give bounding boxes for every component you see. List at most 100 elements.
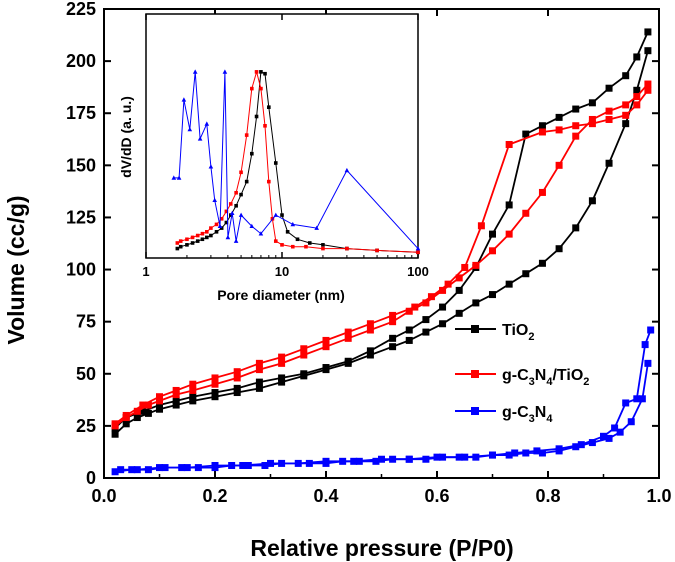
data-point xyxy=(616,428,624,436)
data-point xyxy=(255,359,263,367)
data-point xyxy=(211,374,219,382)
data-point xyxy=(555,126,563,134)
data-point xyxy=(622,101,630,109)
data-point xyxy=(433,453,441,461)
main-y-axis-title: Volume (cc/g) xyxy=(3,195,29,344)
inset-data-point xyxy=(219,226,224,230)
inset-plot: 1 10 100 xyxy=(142,13,429,279)
inset-data-point xyxy=(181,97,187,102)
data-point xyxy=(588,99,596,107)
data-point xyxy=(533,447,541,455)
data-point xyxy=(622,111,630,119)
data-point xyxy=(233,389,241,397)
data-point xyxy=(455,274,463,282)
inset-data-point xyxy=(205,230,209,234)
inset-data-point xyxy=(178,244,183,249)
data-point xyxy=(122,420,130,428)
data-point xyxy=(644,47,652,55)
data-point xyxy=(477,222,485,230)
data-point xyxy=(644,359,652,367)
data-point xyxy=(322,457,330,465)
main-plot: 0.0 0.2 0.4 0.6 0.8 1.0 0 25 50 75 100 125 150 175 200… xyxy=(66,0,672,506)
data-point xyxy=(322,343,330,351)
data-point xyxy=(211,389,219,397)
data-point xyxy=(267,459,274,467)
inset-data-point xyxy=(234,203,238,208)
data-point xyxy=(389,311,397,319)
inset-data-point xyxy=(205,235,209,240)
main-x-tick-label: 1.0 xyxy=(646,486,671,506)
data-point xyxy=(588,115,596,123)
inset-data-point xyxy=(239,192,243,197)
data-point xyxy=(472,261,480,269)
data-point xyxy=(605,107,613,115)
inset-data-point xyxy=(345,246,349,251)
data-point xyxy=(605,115,613,123)
main-y-tick-label: 175 xyxy=(66,103,96,123)
inset-data-point xyxy=(258,231,264,236)
data-point xyxy=(461,263,469,271)
inset-data-point xyxy=(307,241,312,245)
data-point xyxy=(133,466,141,474)
data-point xyxy=(350,457,358,465)
data-point xyxy=(538,128,546,136)
data-point xyxy=(638,395,646,403)
main-x-tick-label: 0.4 xyxy=(313,486,338,506)
data-point xyxy=(255,366,263,374)
inset-data-point xyxy=(273,161,278,165)
inset-data-point xyxy=(259,70,263,74)
data-point xyxy=(389,334,397,342)
data-point xyxy=(427,293,435,301)
inset-data-point xyxy=(222,69,228,74)
data-point xyxy=(111,430,119,438)
data-point xyxy=(405,336,413,344)
data-point xyxy=(294,459,302,467)
data-point xyxy=(139,407,147,415)
data-point xyxy=(555,161,563,169)
data-point xyxy=(555,445,563,453)
inset-data-point xyxy=(263,71,267,76)
data-point xyxy=(255,378,263,386)
inset-data-point xyxy=(244,179,249,184)
main-y-tick-label: 50 xyxy=(76,364,96,384)
data-point xyxy=(489,230,496,238)
inset-data-point xyxy=(178,239,183,243)
inset-data-point xyxy=(238,212,244,217)
data-point xyxy=(278,359,286,367)
data-point xyxy=(439,286,447,294)
inset-data-point xyxy=(321,246,325,251)
legend-label: g-C3N4/TiO2 xyxy=(502,367,589,388)
main-y-tick-label: 225 xyxy=(66,0,96,19)
data-point xyxy=(422,455,430,463)
inset-data-point xyxy=(209,233,213,238)
main-x-tick-label: 0.8 xyxy=(535,486,560,506)
data-point xyxy=(511,449,519,457)
data-point xyxy=(644,86,652,94)
data-point xyxy=(278,378,286,386)
data-point xyxy=(538,122,546,130)
inset-data-point xyxy=(250,86,254,91)
data-point xyxy=(144,466,152,474)
data-point xyxy=(172,401,180,409)
data-point xyxy=(144,401,152,409)
data-point xyxy=(505,230,513,238)
inset-data-point xyxy=(225,234,231,240)
inset-x-tick-label: 100 xyxy=(407,264,429,279)
data-point xyxy=(261,461,269,469)
inset-data-point xyxy=(209,226,213,230)
data-point xyxy=(472,299,480,307)
inset-data-point xyxy=(214,222,219,227)
data-point xyxy=(622,120,630,128)
data-point xyxy=(489,247,496,255)
inset-data-point xyxy=(273,239,278,243)
inset-data-point xyxy=(200,231,205,236)
data-point xyxy=(389,343,397,351)
legend-marker xyxy=(471,407,479,415)
data-point xyxy=(572,105,580,113)
data-point xyxy=(211,393,219,401)
data-point xyxy=(278,374,286,382)
data-point xyxy=(389,318,397,326)
data-point xyxy=(572,132,580,140)
data-point xyxy=(133,407,141,415)
inset-data-point xyxy=(187,127,193,132)
